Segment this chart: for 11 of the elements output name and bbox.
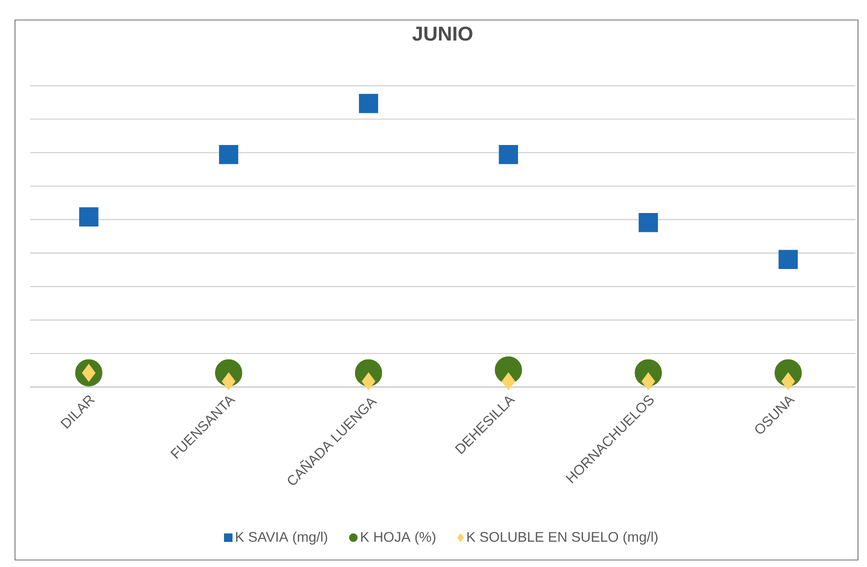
legend-label: K SOLUBLE EN SUELO (mg/l) — [467, 532, 658, 545]
legend-label: K SAVIA (mg/l) — [236, 532, 328, 545]
point — [778, 250, 798, 270]
point — [498, 144, 518, 164]
chart-title: JUNIO — [412, 26, 472, 41]
point — [638, 212, 658, 232]
point — [358, 94, 378, 114]
point — [219, 144, 238, 164]
point — [502, 372, 516, 390]
legend-label: K HOJA (%) — [361, 532, 436, 545]
point — [79, 207, 98, 227]
